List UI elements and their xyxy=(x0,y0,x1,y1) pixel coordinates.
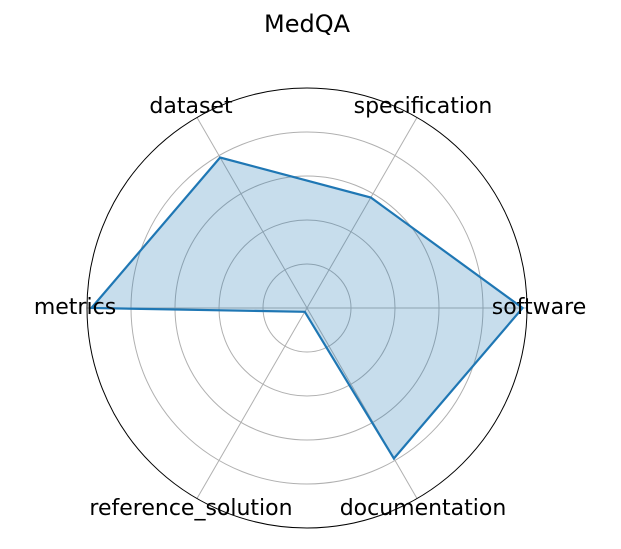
series-area-0 xyxy=(91,157,523,459)
axis-label-reference_solution: reference_solution xyxy=(89,496,292,521)
spoke-documentation xyxy=(306,307,418,499)
chart-title: MedQA xyxy=(264,10,351,38)
outer-frame xyxy=(86,87,528,529)
axis-label-software: software xyxy=(492,295,586,320)
spoke-dataset xyxy=(196,117,308,309)
axis-labels: software specification dataset metrics refer… xyxy=(34,94,586,521)
axis-label-specification: specification xyxy=(354,94,493,119)
radar-grid xyxy=(86,87,528,529)
series-line-0 xyxy=(89,156,525,461)
axis-label-documentation: documentation xyxy=(340,496,507,521)
radar-series xyxy=(89,156,525,461)
axis-label-dataset: dataset xyxy=(149,94,233,119)
spoke-reference_solution xyxy=(196,307,308,499)
axis-label-metrics: metrics xyxy=(34,295,116,320)
spoke-specification xyxy=(306,117,418,309)
